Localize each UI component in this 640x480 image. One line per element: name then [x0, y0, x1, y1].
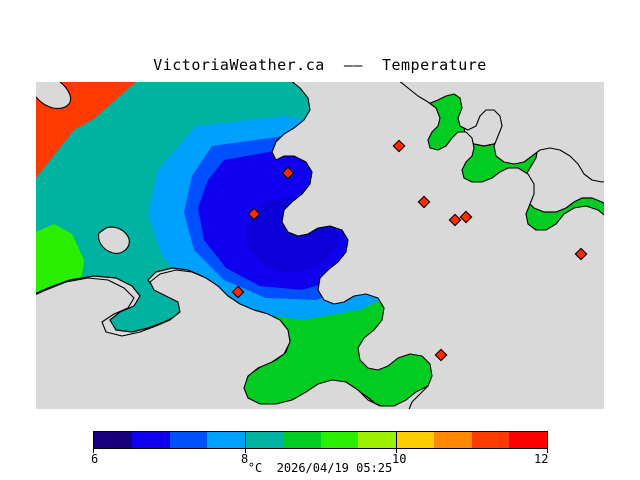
- colorbar-tick-label-12: 12: [534, 452, 549, 466]
- colorbar-swatch-8: [396, 432, 434, 448]
- coastlines: [36, 82, 604, 409]
- station-marker[interactable]: [459, 210, 473, 224]
- colorbar-swatch-11: [509, 432, 547, 448]
- station-marker[interactable]: [417, 195, 431, 209]
- station-marker[interactable]: [247, 207, 261, 221]
- land-final: [271, 82, 604, 409]
- colorbar-swatch-3: [207, 432, 245, 448]
- station-marker[interactable]: [434, 348, 448, 362]
- colorbar-tick-label-10: 10: [392, 452, 407, 466]
- colorbar-swatch-5: [282, 432, 321, 448]
- colorbar-tick-label-8: 8: [241, 452, 249, 466]
- colorbar-tick-label-6: 6: [91, 452, 99, 466]
- station-marker[interactable]: [231, 285, 245, 299]
- colorbar-swatch-2: [169, 432, 208, 448]
- station-marker[interactable]: [448, 213, 462, 227]
- colorbar-swatch-1: [131, 432, 170, 448]
- station-marker[interactable]: [392, 139, 406, 153]
- colorbar-swatch-4: [245, 432, 283, 448]
- temperature-map-panel: [36, 82, 604, 409]
- colorbar-swatch-10: [471, 432, 510, 448]
- colorbar-swatch-9: [433, 432, 472, 448]
- station-marker[interactable]: [574, 247, 588, 261]
- colorbar-swatch-7: [358, 432, 396, 448]
- units-and-timestamp: °C 2026/04/19 05:25: [247, 461, 393, 475]
- colorbar-swatch-6: [320, 432, 359, 448]
- colorbar[interactable]: [93, 431, 548, 453]
- colorbar-swatch-0: [94, 432, 132, 448]
- page-title: VictoriaWeather.ca –– Temperature: [153, 56, 487, 74]
- temperature-contour-map: [36, 82, 604, 409]
- colorbar-swatches[interactable]: [93, 431, 548, 449]
- station-markers[interactable]: [231, 139, 588, 362]
- station-marker[interactable]: [281, 166, 295, 180]
